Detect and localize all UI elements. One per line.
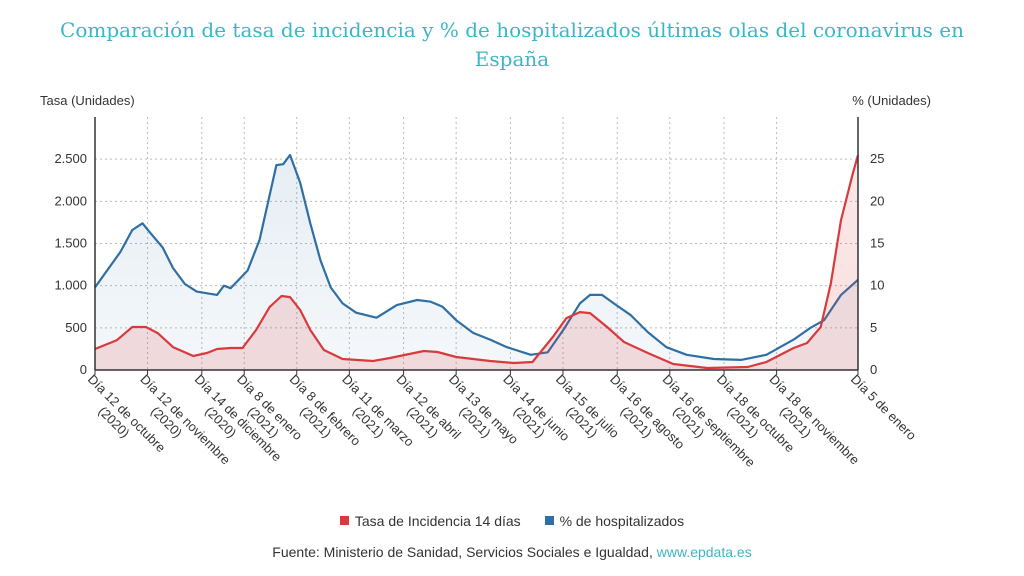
- legend-label: Tasa de Incidencia 14 días: [354, 512, 521, 529]
- legend-swatch: [544, 516, 554, 525]
- source-note: Fuente: Ministerio de Sanidad, Servicios…: [0, 544, 1024, 560]
- y-axis-left-label: Tasa (Unidades): [40, 93, 135, 108]
- y-tick-left: 1.500: [54, 236, 87, 251]
- y-tick-left: 500: [65, 320, 87, 335]
- y-tick-right: 25: [870, 151, 884, 166]
- y-tick-right: 15: [870, 236, 884, 251]
- y-tick-right: 10: [870, 278, 884, 293]
- legend-label: % de hospitalizados: [559, 512, 685, 529]
- chart-title: Comparación de tasa de incidencia y % de…: [60, 18, 964, 71]
- legend-swatch: [339, 516, 349, 525]
- x-tick-label-line: Día 18 de noviembre: [766, 372, 862, 468]
- series-line-incidencia: [94, 154, 860, 370]
- y-tick-left: 1.000: [54, 278, 87, 293]
- x-tick-label-line: Día 5 de enero: [848, 372, 919, 443]
- series-area-hospitalizados: [95, 155, 858, 370]
- legend-item-incidencia[interactable]: Tasa de Incidencia 14 días: [339, 512, 521, 529]
- legend-item-hospitalizados[interactable]: % de hospitalizados: [544, 512, 685, 529]
- y-tick-right: 0: [870, 362, 877, 377]
- y-tick-right: 5: [870, 320, 877, 335]
- y-tick-left: 2.500: [54, 151, 87, 166]
- y-tick-right: 20: [870, 193, 884, 208]
- y-axis-right-label: % (Unidades): [852, 93, 931, 108]
- source-text: Fuente: Ministerio de Sanidad, Servicios…: [272, 544, 653, 560]
- series-line-hospitalizados: [94, 153, 859, 361]
- y-tick-left: 2.000: [54, 193, 87, 208]
- legend: Tasa de Incidencia 14 días % de hospital…: [0, 512, 1024, 529]
- source-link[interactable]: www.epdata.es: [656, 544, 752, 560]
- series-area-incidencia: [95, 155, 858, 370]
- y-tick-left: 0: [80, 362, 87, 377]
- x-tick-label: Día 5 de enero: [848, 372, 919, 443]
